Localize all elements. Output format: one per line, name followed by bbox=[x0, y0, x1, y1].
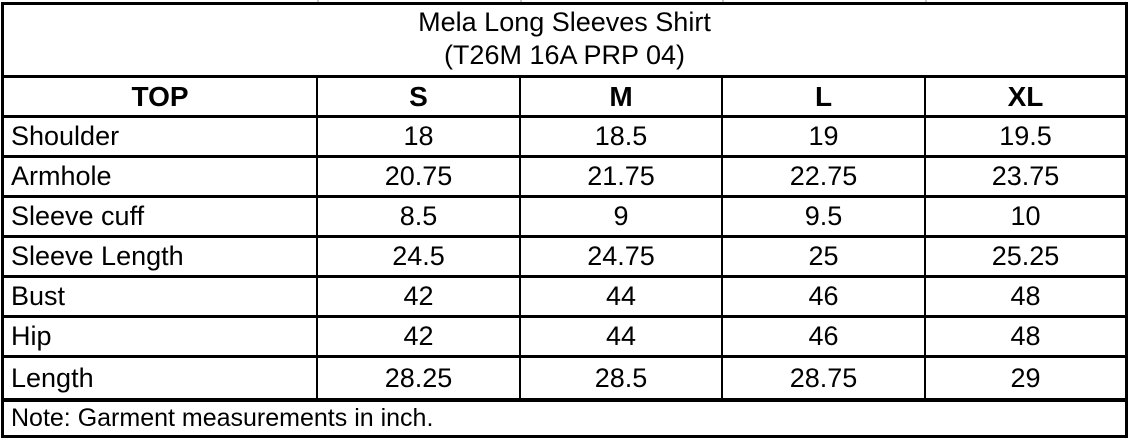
cell-value: 9 bbox=[521, 198, 723, 238]
header-size-m: M bbox=[521, 78, 723, 118]
cell-value: 24.5 bbox=[318, 238, 521, 278]
header-size-l: L bbox=[723, 78, 926, 118]
row-label: Length bbox=[4, 358, 318, 398]
cell-value: 42 bbox=[318, 278, 521, 318]
product-code: (T26M 16A PRP 04) bbox=[443, 40, 686, 70]
gridline-stub bbox=[317, 0, 319, 2]
cell-value: 24.75 bbox=[521, 238, 723, 278]
cell-value: 44 bbox=[521, 318, 723, 358]
row-label: Bust bbox=[4, 278, 318, 318]
header-top: TOP bbox=[4, 78, 318, 118]
note-text: Note: Garment measurements in inch. bbox=[11, 404, 434, 432]
row-label: Shoulder bbox=[4, 118, 318, 158]
header-size-xl: XL bbox=[926, 78, 1125, 118]
table-title: Mela Long Sleeves Shirt (T26M 16A PRP 04… bbox=[4, 5, 1125, 78]
note-row: Note: Garment measurements in inch. bbox=[4, 398, 1125, 435]
cell-value: 46 bbox=[723, 278, 926, 318]
cell-value: 18 bbox=[318, 118, 521, 158]
measurements-grid: TOP S M L XL Shoulder 18 18.5 19 19.5 Armhole 20.75… bbox=[4, 78, 1125, 398]
cell-value: 20.75 bbox=[318, 158, 521, 198]
cell-value: 9.5 bbox=[723, 198, 926, 238]
product-name: Mela Long Sleeves Shirt bbox=[418, 7, 711, 37]
row-label: Hip bbox=[4, 318, 318, 358]
cell-value: 29 bbox=[1010, 362, 1041, 393]
cell-value: 23.75 bbox=[926, 158, 1125, 198]
cell-value: 44 bbox=[521, 278, 723, 318]
cell-value: 28.75 bbox=[723, 358, 926, 398]
cell-value: 10 bbox=[926, 198, 1125, 238]
cell-value: 48 bbox=[926, 278, 1125, 318]
row-label: Sleeve cuff bbox=[4, 198, 318, 238]
cell-value: 28.5 bbox=[521, 358, 723, 398]
cell-value: 42 bbox=[318, 318, 521, 358]
gridline-stub bbox=[722, 0, 724, 2]
cell-value: 19 bbox=[723, 118, 926, 158]
cell-value: 21.75 bbox=[521, 158, 723, 198]
cell-value: 25.25 bbox=[926, 238, 1125, 278]
cell-value: 46 bbox=[723, 318, 926, 358]
cell-value: 8.5 bbox=[318, 198, 521, 238]
cell-value: 22.75 bbox=[723, 158, 926, 198]
cell-value: 19.5 bbox=[926, 118, 1125, 158]
cell-value: 48 bbox=[926, 318, 1125, 358]
gridline-stub bbox=[925, 0, 927, 2]
header-size-s: S bbox=[318, 78, 521, 118]
cell-value: 25 bbox=[723, 238, 926, 278]
gridline-stub bbox=[520, 0, 522, 2]
row-label: Armhole bbox=[4, 158, 318, 198]
cell-value: 18.5 bbox=[521, 118, 723, 158]
cell-value: 28.25 bbox=[318, 358, 521, 398]
row-label: Sleeve Length bbox=[4, 238, 318, 278]
